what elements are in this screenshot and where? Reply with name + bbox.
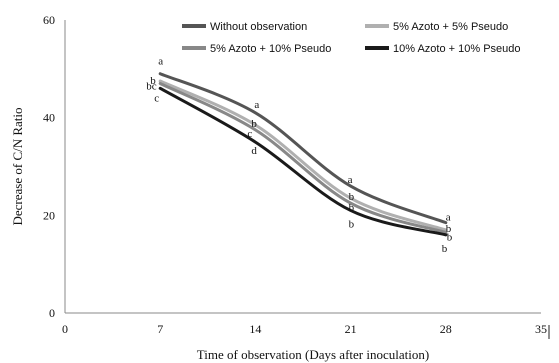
x-tick-label: 14 (249, 322, 261, 336)
legend-item: 5% Azoto + 5% Pseudo (365, 21, 508, 33)
point-label: b (447, 231, 453, 243)
y-tick-label: 60 (43, 13, 55, 27)
x-axis-title: Time of observation (Days after inoculat… (197, 347, 429, 362)
y-tick-label: 40 (43, 111, 55, 125)
legend-item: 10% Azoto + 10% Pseudo (365, 43, 521, 55)
legend-label: 5% Azoto + 10% Pseudo (210, 43, 331, 55)
legend-label: 5% Azoto + 5% Pseudo (393, 21, 508, 33)
series-line-1 (160, 74, 446, 223)
legend-item: 5% Azoto + 10% Pseudo (182, 43, 331, 55)
point-label: a (254, 99, 259, 111)
series-line-3 (160, 83, 446, 232)
x-tick-label: 35 (535, 322, 547, 336)
legend-label: Without observation (210, 21, 307, 33)
x-tick-label: 7 (157, 322, 163, 336)
y-tick-label: 20 (43, 208, 55, 222)
point-label: b (349, 218, 355, 230)
point-label: b (349, 202, 355, 214)
y-axis-title: Decrease of C/N Ratio (10, 107, 25, 225)
point-label: c (154, 92, 159, 104)
x-tick-labels: 0 7 14 21 28 35 (62, 322, 547, 336)
legend-label: 10% Azoto + 10% Pseudo (393, 43, 521, 55)
point-label: b (251, 118, 257, 130)
y-tick-labels: 0 20 40 60 (43, 13, 55, 320)
legend: Without observation 5% Azoto + 5% Pseudo 5… (182, 21, 521, 55)
point-label: c (247, 128, 252, 140)
legend-item: Without observation (182, 21, 307, 33)
series-lines (160, 74, 446, 235)
point-label: b (442, 243, 448, 255)
point-label: a (158, 56, 163, 68)
point-label: d (251, 145, 257, 157)
point-label: a (348, 174, 353, 186)
y-tick-label: 0 (49, 306, 55, 320)
point-label: bc (146, 80, 157, 92)
x-tick-label: 0 (62, 322, 68, 336)
point-label: a (446, 212, 451, 224)
x-tick-label: 28 (440, 322, 452, 336)
x-tick-label: 21 (345, 322, 357, 336)
